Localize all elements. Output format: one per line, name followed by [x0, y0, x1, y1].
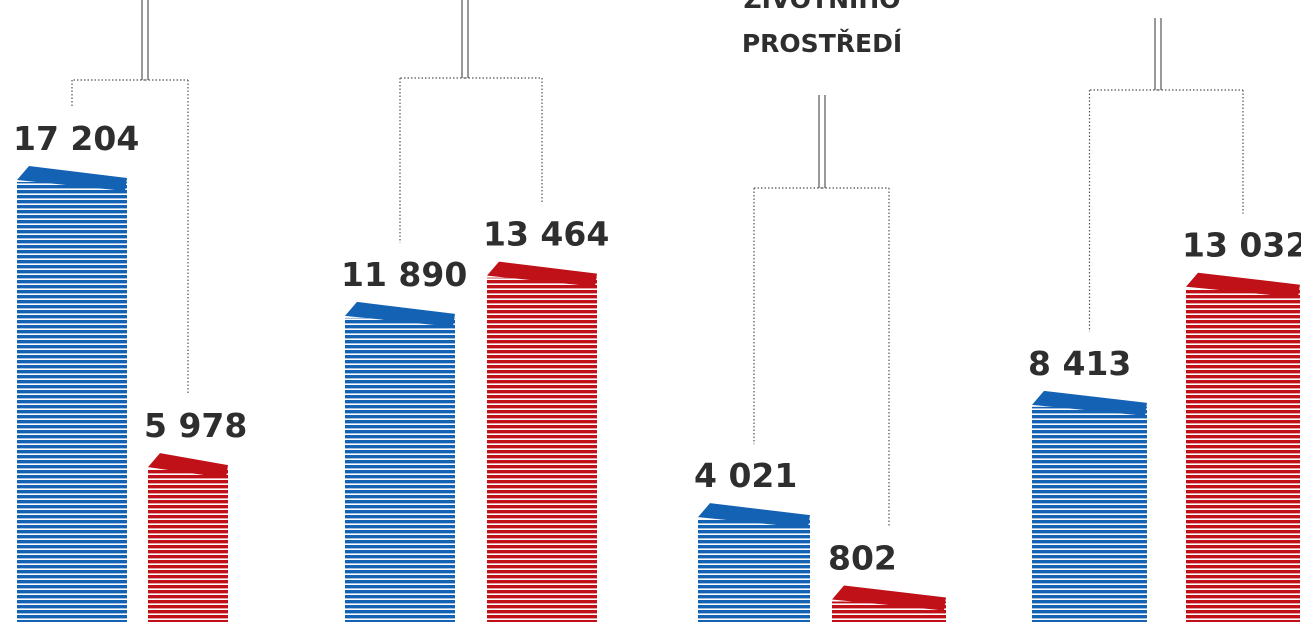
bar-top — [1186, 272, 1300, 298]
bar-top — [17, 166, 127, 191]
value-label: 11 890 — [341, 255, 467, 294]
bar-top — [345, 301, 455, 327]
bar — [345, 317, 455, 622]
value-label: 17 204 — [13, 119, 139, 158]
value-label: 13 032 — [1182, 226, 1301, 265]
value-label: 802 — [828, 538, 897, 577]
bar — [487, 277, 597, 622]
category-label: ŽIVOTNÍHO PROSTŘEDÍ — [741, 0, 903, 58]
value-label: 4 021 — [694, 456, 797, 495]
bar-top — [487, 261, 597, 287]
value-label: 5 978 — [144, 406, 247, 445]
bar-top — [698, 503, 810, 529]
bar — [148, 469, 228, 622]
bar — [1186, 288, 1300, 622]
value-label: 13 464 — [483, 215, 609, 254]
bar-top — [148, 453, 228, 479]
bar — [1032, 406, 1147, 622]
bar-top — [1032, 390, 1147, 416]
bar-top — [832, 585, 946, 611]
bar — [698, 519, 810, 622]
value-label: 8 413 — [1028, 344, 1131, 383]
bar — [17, 182, 127, 622]
